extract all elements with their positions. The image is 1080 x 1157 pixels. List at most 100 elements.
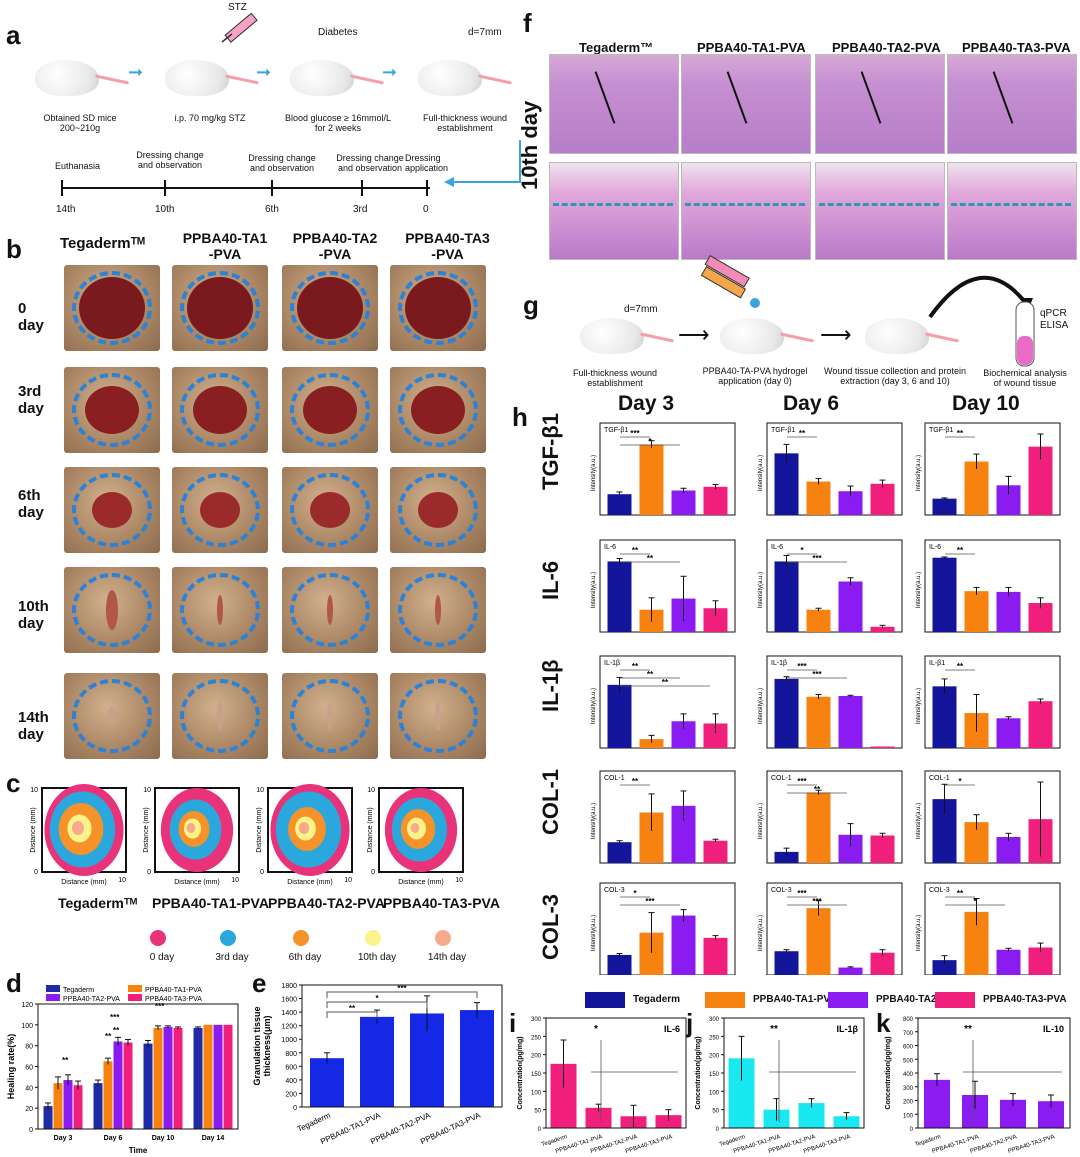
significance-mark: ***	[812, 897, 822, 906]
row-label: 14th day	[18, 709, 49, 743]
histo-header: PPBA40-TA1-PVA	[697, 40, 806, 55]
row-label: 6th day	[18, 487, 44, 521]
elisa-il1b-chart: 050100150200250300Concentration(pg/mg)Te…	[695, 1017, 865, 1155]
wound-photo	[282, 467, 378, 553]
bar	[123, 1042, 133, 1129]
wound-boundary-ring	[398, 271, 478, 345]
y-tick-label: 200	[531, 1054, 542, 1060]
legend-dot	[293, 930, 309, 946]
day-header: Day 10	[952, 392, 1020, 415]
bar	[833, 1116, 860, 1128]
y-axis-label: Intensity(a.u.)	[758, 688, 764, 724]
timeline	[61, 140, 521, 196]
significance-mark: *	[648, 437, 652, 446]
bar	[143, 1043, 153, 1129]
histo-header: PPBA40-TA2-PVA	[832, 40, 941, 55]
legend-label: Tegaderm	[63, 987, 94, 994]
axis-tick: 0	[260, 869, 264, 876]
g-step-text: PPBA40-TA-PVA hydrogel application (day …	[702, 366, 808, 387]
wound-contour	[298, 822, 310, 834]
wound-boundary-ring	[180, 271, 260, 345]
legend-swatch	[128, 985, 142, 992]
y-axis-label: Intensity(a.u.)	[758, 455, 764, 491]
significance-bracket	[326, 1011, 378, 1018]
y-axis-label: Intensity(a.u.)	[591, 915, 597, 951]
significance-mark: *	[633, 889, 637, 898]
wound-boundary-ring	[290, 573, 370, 647]
legend-dot	[435, 930, 451, 946]
bar	[838, 491, 863, 515]
wound-boundary-ring	[180, 473, 260, 547]
bar	[153, 1027, 163, 1129]
y-tick-label: 150	[531, 1072, 542, 1078]
axis-tick: 10	[231, 877, 239, 884]
mouse-g3	[865, 318, 929, 354]
bar	[43, 1106, 53, 1129]
bar	[932, 960, 957, 975]
epidermis-line	[951, 203, 1071, 206]
histology-zoom-image	[947, 162, 1077, 260]
step-text: Blood glucose ≥ 16mmol/L for 2 weeks	[285, 113, 391, 134]
legend-swatch	[585, 992, 625, 1008]
h-row-label: COL-3	[538, 894, 563, 960]
bar	[806, 696, 831, 748]
wound-photo	[282, 367, 378, 453]
significance-mark: *	[958, 777, 962, 786]
panel-label-j: j	[686, 1008, 694, 1038]
y-axis-label: Intensity(a.u.)	[758, 915, 764, 951]
x-axis-label: Distance (mm)	[287, 879, 333, 886]
significance-mark: **	[957, 429, 964, 438]
arrow-icon: ⟶	[820, 322, 852, 347]
elisa-il6-chart: 050100150200250300Concentration(pg/mg)Te…	[517, 1017, 687, 1155]
bar	[838, 967, 863, 975]
legend-label: PPBA40-TA1-PVA	[145, 987, 202, 994]
wound-photo	[390, 467, 486, 553]
bar	[870, 746, 895, 748]
diabetes-label: Diabetes	[318, 27, 358, 38]
h-row-label: IL-6	[538, 560, 563, 600]
dual-syringe-icon	[700, 255, 760, 308]
legend-swatch	[828, 992, 868, 1008]
step-text: i.p. 70 mg/kg STZ	[174, 113, 246, 123]
histo-header: PPBA40-TA3-PVA	[962, 40, 1071, 55]
y-tick-label: 300	[709, 1017, 720, 1023]
axis-tick: 0	[147, 869, 151, 876]
wound-boundary-ring	[398, 473, 478, 547]
timeline-tick: 14th	[56, 204, 76, 215]
y-tick-label: 200	[709, 1054, 720, 1060]
axis-tick: 10	[455, 877, 463, 884]
wound-photo	[390, 265, 486, 351]
significance-mark: ***	[645, 897, 655, 906]
significance-mark: **	[957, 889, 964, 898]
plot-frame	[917, 1017, 1071, 1129]
histo-row-label: 10th day	[517, 100, 542, 190]
mini-plot-title: IL-6	[604, 544, 616, 551]
significance-mark: ***	[110, 1013, 120, 1022]
wound-photo	[64, 467, 160, 553]
bar	[996, 718, 1021, 748]
significance-mark: ***	[797, 777, 807, 786]
x-tick-label: Day 10	[152, 1135, 175, 1142]
y-tick-label: 40	[25, 1085, 33, 1092]
panel-label-a: a	[6, 20, 21, 50]
wound-diameter-label: d=7mm	[624, 304, 658, 315]
legend-label: Tegaderm	[633, 994, 681, 1005]
day-header: Day 3	[618, 392, 675, 415]
healing-rate-chart: 0 20 40 60 80 100 120 Healing rate(%) Day 3 Day 6…	[6, 985, 239, 1155]
contour-plot: 10 0 10 Distance (mm) Distance (mm)	[367, 787, 464, 886]
y-tick-label: 100	[709, 1090, 720, 1096]
column-header: PPBA40-TA3 -PVA	[405, 230, 490, 262]
x-tick-label: Day 3	[54, 1135, 73, 1142]
bar	[774, 561, 799, 632]
arrow-icon: ➞	[256, 62, 272, 82]
x-axis-label: Time	[129, 1146, 148, 1155]
arrow-icon: ➞	[382, 62, 398, 82]
plot-frame	[723, 1017, 865, 1129]
x-tick-label: Day 6	[104, 1135, 123, 1142]
day-header: Day 6	[783, 392, 840, 415]
wound-boundary-ring	[290, 679, 370, 753]
protein-expression-grid: TGF-β1Intensity(a.u.)****TGF-β1Intensity…	[591, 422, 1061, 975]
wound-diameter-label: d=7mm	[468, 27, 502, 38]
legend-label: PPBA40-TA3-PVA	[983, 994, 1067, 1005]
g-step-text: Full-thickness wound establishment	[572, 368, 658, 389]
